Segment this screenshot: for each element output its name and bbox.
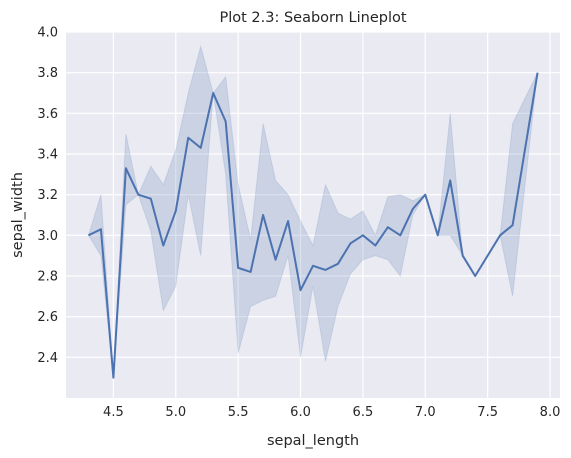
data-point — [475, 276, 476, 277]
y-tick-label: 4.0 — [37, 26, 58, 41]
data-point — [500, 235, 501, 236]
series-line-layer — [88, 72, 539, 379]
data-point — [175, 210, 176, 211]
data-point — [300, 290, 301, 291]
data-point — [113, 377, 114, 378]
data-point — [337, 263, 338, 264]
x-tick-label: 4.5 — [103, 405, 124, 420]
x-axis-label: sepal_length — [267, 433, 359, 449]
data-point — [188, 137, 189, 138]
data-point — [425, 194, 426, 195]
y-axis-ticks: 2.4 2.6 2.8 3.0 3.2 3.4 3.6 3.8 4.0 — [37, 26, 58, 366]
y-tick-label: 2.8 — [37, 270, 58, 285]
data-point — [350, 243, 351, 244]
series-line — [88, 72, 539, 379]
x-tick-label: 6.0 — [290, 405, 311, 420]
data-point — [163, 245, 164, 246]
x-tick-label: 7.0 — [415, 405, 436, 420]
x-axis-ticks: 4.5 5.0 5.5 6.0 6.5 7.0 7.5 8.0 — [103, 405, 560, 420]
data-point — [138, 194, 139, 195]
data-point — [362, 235, 363, 236]
y-tick-label: 3.8 — [37, 66, 58, 81]
data-point — [125, 168, 126, 169]
y-tick-label: 2.6 — [37, 310, 58, 325]
data-point — [313, 265, 314, 266]
data-point — [288, 221, 289, 222]
data-point — [150, 198, 151, 199]
data-point — [275, 259, 276, 260]
data-point — [225, 121, 226, 122]
y-tick-label: 3.2 — [37, 188, 58, 203]
y-tick-label: 3.4 — [37, 148, 58, 163]
x-tick-label: 8.0 — [540, 405, 561, 420]
x-tick-label: 5.0 — [165, 405, 186, 420]
chart-title: Plot 2.3: Seaborn Lineplot — [219, 10, 406, 26]
data-point — [412, 208, 413, 209]
data-point — [537, 72, 538, 73]
grid — [66, 31, 560, 398]
data-point — [238, 267, 239, 268]
data-point — [387, 227, 388, 228]
data-point — [263, 215, 264, 216]
data-point — [375, 245, 376, 246]
data-point — [325, 269, 326, 270]
data-point — [512, 225, 513, 226]
data-point — [462, 255, 463, 256]
y-tick-label: 2.4 — [37, 351, 58, 366]
data-point — [200, 147, 201, 148]
data-point — [88, 235, 89, 236]
data-point — [437, 235, 438, 236]
data-point — [213, 93, 214, 94]
data-point — [100, 229, 101, 230]
x-tick-label: 7.5 — [477, 405, 498, 420]
y-axis-label: sepal_width — [10, 172, 26, 258]
x-tick-label: 6.5 — [353, 405, 374, 420]
y-tick-label: 3.6 — [37, 107, 58, 122]
data-point — [450, 180, 451, 181]
y-tick-label: 3.0 — [37, 229, 58, 244]
plot-area — [66, 32, 560, 398]
data-point — [400, 235, 401, 236]
data-point — [250, 271, 251, 272]
x-tick-label: 5.5 — [228, 405, 249, 420]
